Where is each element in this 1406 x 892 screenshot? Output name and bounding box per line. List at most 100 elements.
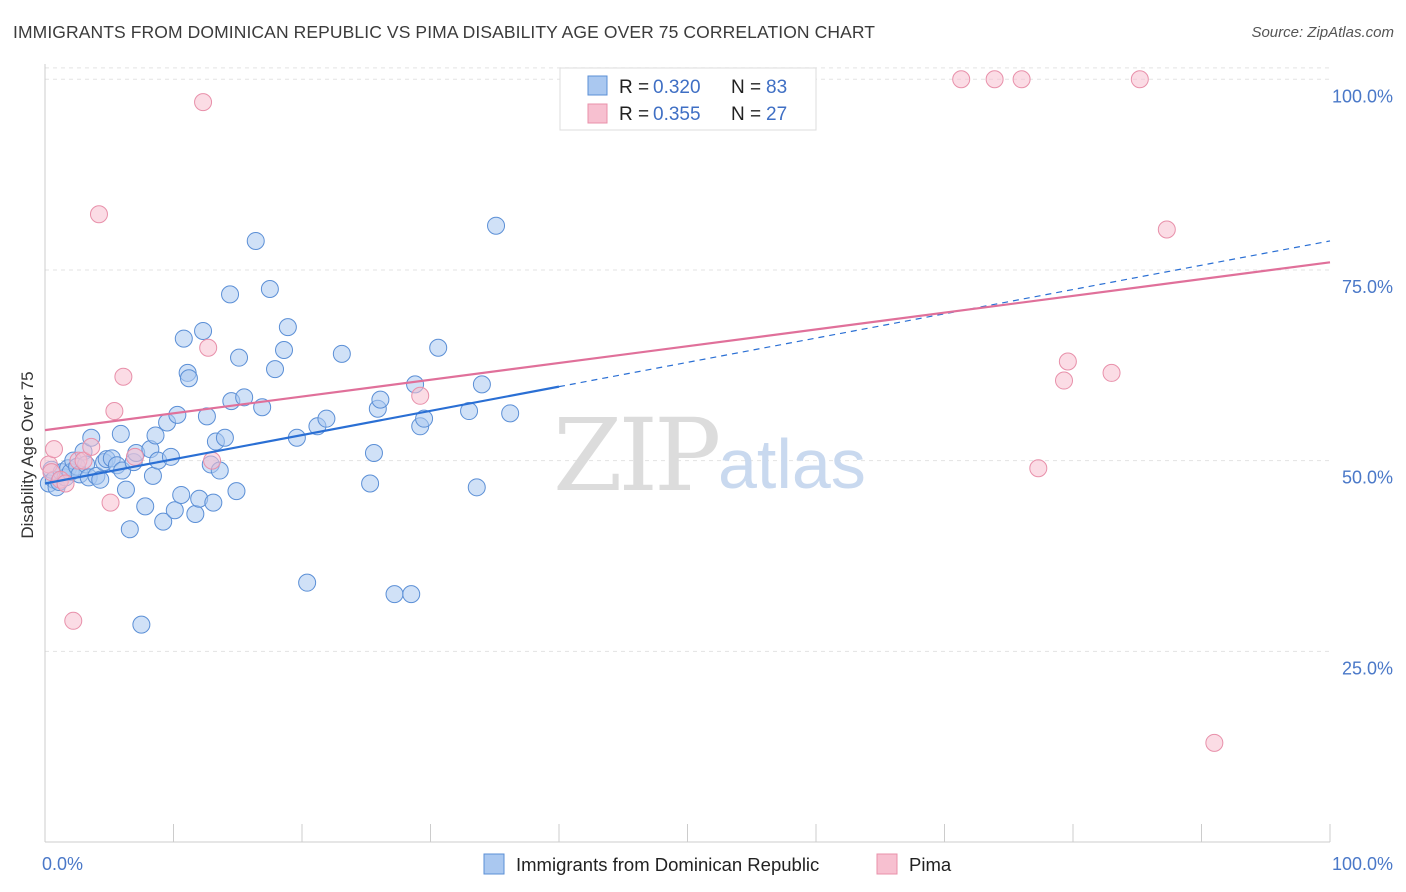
data-point bbox=[487, 216, 506, 235]
series-pink-points bbox=[39, 70, 1224, 752]
chart-title: IMMIGRANTS FROM DOMINICAN REPUBLIC VS PI… bbox=[13, 22, 876, 42]
data-point bbox=[1012, 70, 1031, 89]
data-point bbox=[1130, 70, 1149, 89]
data-point bbox=[472, 375, 491, 394]
data-point bbox=[985, 70, 1004, 89]
x-tick-label-max: 100.0% bbox=[1332, 854, 1393, 874]
bottom-legend-label-blue: Immigrants from Dominican Republic bbox=[516, 854, 819, 875]
data-point bbox=[165, 501, 184, 520]
data-point bbox=[174, 329, 193, 348]
data-point bbox=[168, 405, 187, 424]
data-point bbox=[317, 409, 336, 428]
data-point bbox=[1055, 371, 1074, 390]
legend-n-label-blue: N = bbox=[731, 77, 761, 98]
data-point bbox=[199, 338, 218, 357]
watermark-zip: ZIP bbox=[553, 397, 718, 514]
data-point bbox=[1029, 459, 1048, 478]
bottom-legend-label-pink: Pima bbox=[909, 854, 952, 875]
data-point bbox=[1058, 352, 1077, 371]
data-point bbox=[230, 348, 249, 367]
data-point bbox=[364, 444, 383, 462]
watermark-atlas: atlas bbox=[718, 425, 866, 503]
y-tick-label: 50.0% bbox=[1342, 468, 1393, 488]
data-point bbox=[89, 205, 108, 224]
legend-r-value-blue: 0.320 bbox=[653, 77, 701, 98]
data-point bbox=[429, 338, 448, 357]
data-point bbox=[132, 615, 151, 634]
data-point bbox=[105, 402, 124, 421]
data-point bbox=[246, 231, 265, 250]
data-point bbox=[266, 360, 285, 379]
legend-n-label-pink: N = bbox=[731, 104, 761, 125]
trend-line-blue-extension bbox=[558, 240, 1331, 388]
legend-swatch-pink bbox=[587, 103, 608, 124]
data-point bbox=[501, 404, 520, 423]
y-tick-label: 100.0% bbox=[1332, 86, 1393, 106]
watermark: ZIP atlas bbox=[553, 397, 866, 514]
data-point bbox=[82, 437, 101, 456]
data-point bbox=[194, 321, 213, 340]
bottom-legend: Immigrants from Dominican Republic Pima bbox=[483, 853, 952, 875]
data-point bbox=[74, 451, 93, 470]
x-tick-label-min: 0.0% bbox=[42, 854, 83, 874]
data-point bbox=[371, 390, 390, 409]
data-point bbox=[467, 478, 486, 497]
legend-r-label-blue: R = bbox=[619, 77, 649, 98]
axes bbox=[44, 64, 1331, 843]
legend-r-value-pink: 0.355 bbox=[653, 104, 701, 125]
data-point bbox=[101, 493, 120, 512]
data-point bbox=[332, 344, 351, 363]
x-tick-labels: 0.0% 100.0% bbox=[42, 854, 1393, 874]
y-tick-label: 25.0% bbox=[1342, 658, 1393, 678]
legend-r-label-pink: R = bbox=[619, 104, 649, 125]
data-point bbox=[260, 280, 279, 299]
bottom-legend-swatch-blue bbox=[483, 853, 505, 875]
data-point bbox=[215, 428, 234, 447]
series-blue-points bbox=[39, 216, 520, 634]
data-point bbox=[116, 480, 135, 499]
data-point bbox=[952, 70, 971, 89]
data-point bbox=[91, 470, 110, 489]
legend-n-value-blue: 83 bbox=[766, 77, 787, 98]
data-point bbox=[278, 318, 297, 337]
data-point bbox=[114, 367, 133, 386]
trend-line-pink bbox=[44, 261, 1331, 432]
data-point bbox=[227, 482, 246, 501]
data-point bbox=[385, 585, 404, 604]
data-point bbox=[111, 424, 130, 443]
data-point bbox=[172, 485, 191, 504]
data-point bbox=[44, 440, 63, 459]
data-point bbox=[136, 497, 155, 516]
data-point bbox=[143, 466, 162, 485]
data-point bbox=[125, 447, 144, 466]
data-point bbox=[235, 388, 254, 407]
data-point bbox=[221, 285, 240, 304]
data-point bbox=[186, 505, 205, 524]
data-point bbox=[194, 93, 213, 112]
data-point bbox=[120, 520, 139, 539]
data-point bbox=[298, 573, 317, 592]
data-point bbox=[411, 386, 430, 405]
source-label: Source: ZipAtlas.com bbox=[1251, 24, 1394, 41]
data-point bbox=[402, 585, 421, 604]
y-tick-labels: 25.0% 50.0% 75.0% 100.0% bbox=[1332, 86, 1393, 678]
data-point bbox=[64, 611, 83, 630]
legend-n-value-pink: 27 bbox=[766, 104, 787, 125]
y-axis-title: Disability Age Over 75 bbox=[18, 371, 37, 538]
data-point bbox=[361, 474, 380, 493]
data-point bbox=[146, 426, 165, 445]
legend: R = 0.320 N = 83 R = 0.355 N = 27 bbox=[559, 67, 817, 131]
data-point bbox=[203, 451, 222, 470]
trend-lines bbox=[44, 240, 1331, 485]
data-point bbox=[154, 512, 173, 531]
legend-swatch-blue bbox=[587, 75, 608, 96]
data-point bbox=[204, 493, 223, 512]
bottom-legend-swatch-pink bbox=[876, 853, 898, 875]
data-point bbox=[161, 447, 180, 466]
data-point bbox=[415, 409, 434, 428]
data-point bbox=[1157, 220, 1176, 239]
data-point bbox=[1205, 733, 1224, 752]
data-point bbox=[275, 341, 294, 360]
data-point bbox=[1102, 363, 1121, 382]
